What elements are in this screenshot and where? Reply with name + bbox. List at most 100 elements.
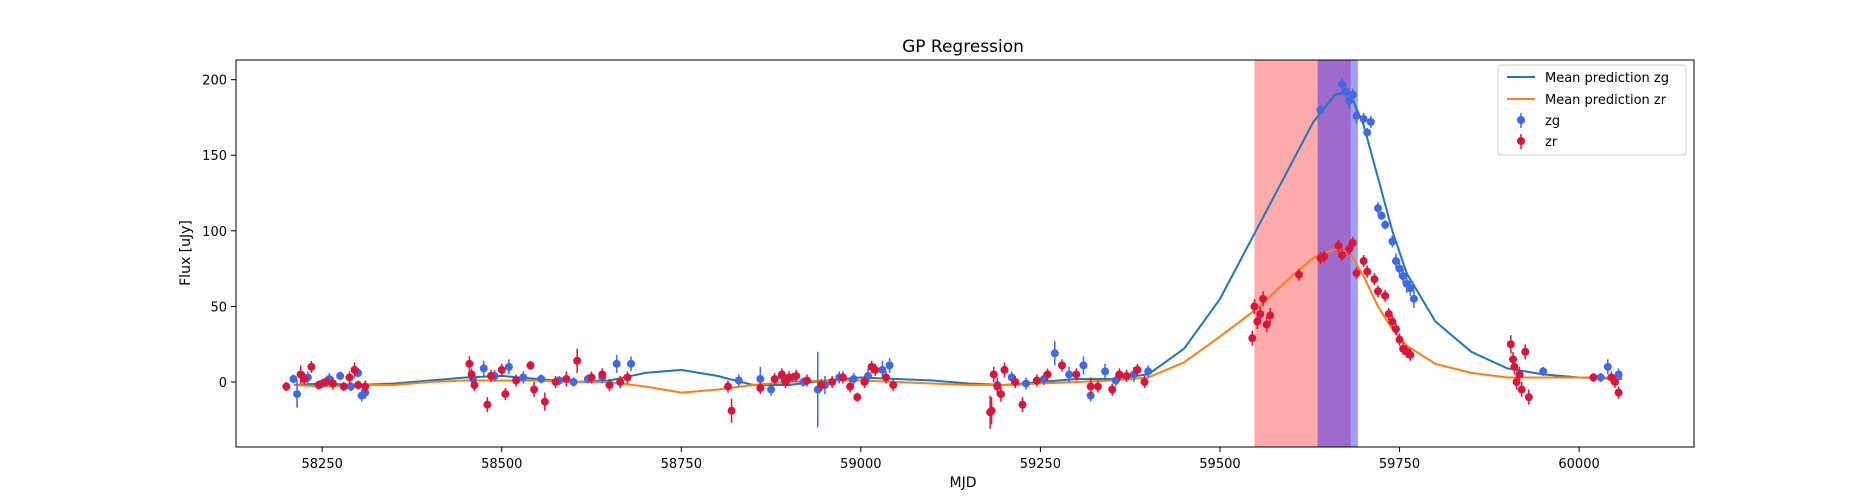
- data-point-zr: [1000, 362, 1009, 378]
- marker: [1406, 350, 1415, 359]
- data-point-zr: [1043, 368, 1052, 381]
- data-points: [282, 78, 1623, 429]
- marker: [1338, 251, 1347, 260]
- data-point-zr: [723, 380, 732, 393]
- data-point-zr: [1395, 333, 1404, 346]
- data-point-zr: [1334, 239, 1343, 252]
- data-point-zr: [996, 386, 1005, 402]
- marker: [756, 374, 765, 383]
- data-point-zr: [1320, 250, 1329, 263]
- marker: [1348, 238, 1357, 247]
- x-tick-label: 58250: [302, 457, 343, 472]
- marker: [1359, 114, 1368, 123]
- data-point-zg: [293, 380, 302, 408]
- data-point-zr: [1517, 381, 1526, 398]
- legend-label-zg-points: zg: [1545, 114, 1560, 129]
- data-point-zr: [354, 380, 363, 390]
- data-point-zr: [573, 348, 582, 373]
- data-point-zr: [1381, 289, 1390, 302]
- marker: [562, 374, 571, 383]
- marker: [587, 373, 596, 382]
- data-point-zg: [1596, 372, 1605, 382]
- data-point-zg: [289, 374, 298, 384]
- marker: [293, 390, 302, 399]
- marker: [767, 385, 776, 394]
- data-point-zr: [1338, 248, 1347, 262]
- marker: [1381, 220, 1390, 229]
- data-point-zg: [1111, 374, 1120, 387]
- marker: [1050, 349, 1059, 358]
- marker: [1345, 244, 1354, 253]
- marker: [573, 356, 582, 365]
- marker: [616, 377, 625, 386]
- marker: [551, 377, 560, 386]
- data-point-zr: [889, 378, 898, 392]
- data-point-zr: [989, 366, 998, 382]
- marker: [1388, 237, 1397, 246]
- data-point-zr: [350, 362, 359, 378]
- data-point-zr: [1250, 298, 1259, 314]
- marker: [1510, 362, 1519, 371]
- x-tick-label: 59250: [1020, 457, 1061, 472]
- marker: [354, 381, 363, 390]
- marker: [1072, 370, 1081, 379]
- y-tick-label: 100: [202, 225, 227, 240]
- data-point-zr: [871, 363, 880, 376]
- data-point-zg: [1381, 220, 1390, 230]
- marker: [1352, 269, 1361, 278]
- marker: [849, 374, 858, 383]
- marker: [1122, 371, 1131, 380]
- data-point-zr: [777, 368, 786, 381]
- marker: [802, 376, 811, 385]
- data-point-zr: [598, 368, 607, 381]
- data-point-zg: [1391, 253, 1400, 269]
- marker: [1294, 270, 1303, 279]
- marker: [519, 373, 528, 382]
- plot-frame: [235, 59, 1695, 448]
- data-point-zr: [1133, 363, 1142, 376]
- marker: [996, 390, 1005, 399]
- marker: [1363, 267, 1372, 276]
- marker: [1399, 272, 1408, 281]
- data-point-zg: [1348, 88, 1357, 101]
- marker: [486, 371, 495, 380]
- marker: [1509, 355, 1518, 364]
- marker: [623, 373, 632, 382]
- data-point-zr: [1352, 267, 1361, 280]
- data-point-zr: [1515, 366, 1524, 382]
- marker: [467, 370, 476, 379]
- data-point-zr: [1262, 316, 1271, 333]
- data-point-zr: [1391, 323, 1400, 336]
- data-point-zr: [486, 369, 495, 382]
- marker: [530, 385, 539, 394]
- data-point-zr: [1524, 389, 1533, 405]
- data-point-zr: [1348, 236, 1357, 249]
- y-tick-label: 0: [219, 376, 227, 391]
- legend: Mean prediction zg Mean prediction zr zg…: [1497, 64, 1687, 156]
- data-point-zr: [465, 356, 474, 372]
- marker: [526, 361, 535, 370]
- marker: [512, 376, 521, 385]
- data-point-zg: [1373, 202, 1382, 215]
- data-point-zr: [756, 381, 765, 395]
- marker: [336, 371, 345, 380]
- data-point-zg: [1065, 366, 1074, 382]
- x-tick-label: 59500: [1199, 457, 1240, 472]
- marker: [1320, 252, 1329, 261]
- data-point-zr: [1011, 375, 1020, 389]
- marker: [501, 390, 510, 399]
- data-point-zg: [519, 371, 528, 384]
- marker: [598, 370, 607, 379]
- data-point-zr: [1122, 369, 1131, 382]
- data-point-zr: [339, 381, 348, 392]
- data-point-zr: [1256, 306, 1265, 322]
- data-point-zr: [1345, 242, 1354, 256]
- marker: [321, 377, 330, 386]
- data-point-zg: [1363, 128, 1372, 138]
- marker: [345, 373, 354, 382]
- marker: [1011, 377, 1020, 386]
- data-point-zr: [846, 380, 855, 393]
- data-point-zr: [1294, 268, 1303, 281]
- data-point-zr: [838, 371, 847, 384]
- data-point-zg: [1406, 280, 1415, 296]
